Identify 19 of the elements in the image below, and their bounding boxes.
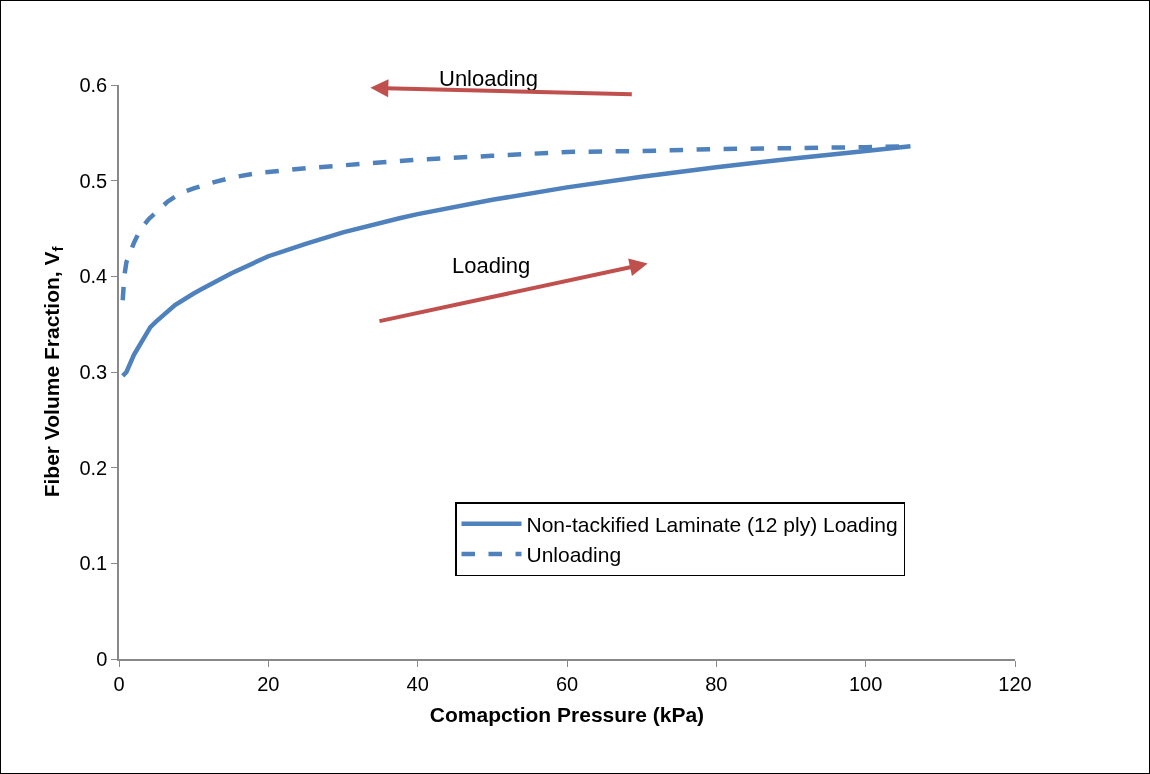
annotation: Loading	[452, 253, 531, 278]
y-tick-label: 0.2	[79, 456, 108, 479]
y-tick-label: 0.6	[79, 74, 108, 96]
y-tick-label: 0.5	[79, 169, 108, 192]
x-tick-label: 60	[555, 672, 579, 695]
x-tick-label: 0	[113, 672, 125, 695]
y-tick-label: 0	[96, 648, 108, 670]
x-tick-label: 20	[257, 672, 280, 695]
y-tick-label: 0.1	[79, 552, 108, 575]
x-tick-label: 120	[998, 672, 1032, 695]
y-tick-label: 0.4	[79, 265, 108, 288]
legend-label: Unloading	[526, 543, 622, 567]
x-tick-label: 100	[848, 672, 883, 695]
x-tick-label: 40	[406, 672, 429, 695]
x-axis-title: Comapction Pressure (kPa)	[429, 703, 705, 727]
x-tick-label: 80	[705, 672, 728, 695]
legend-label: Non-tackified Laminate (12 ply) Loading	[526, 512, 898, 536]
y-tick-label: 0.3	[79, 361, 108, 383]
annotation: Unloading	[439, 66, 539, 91]
